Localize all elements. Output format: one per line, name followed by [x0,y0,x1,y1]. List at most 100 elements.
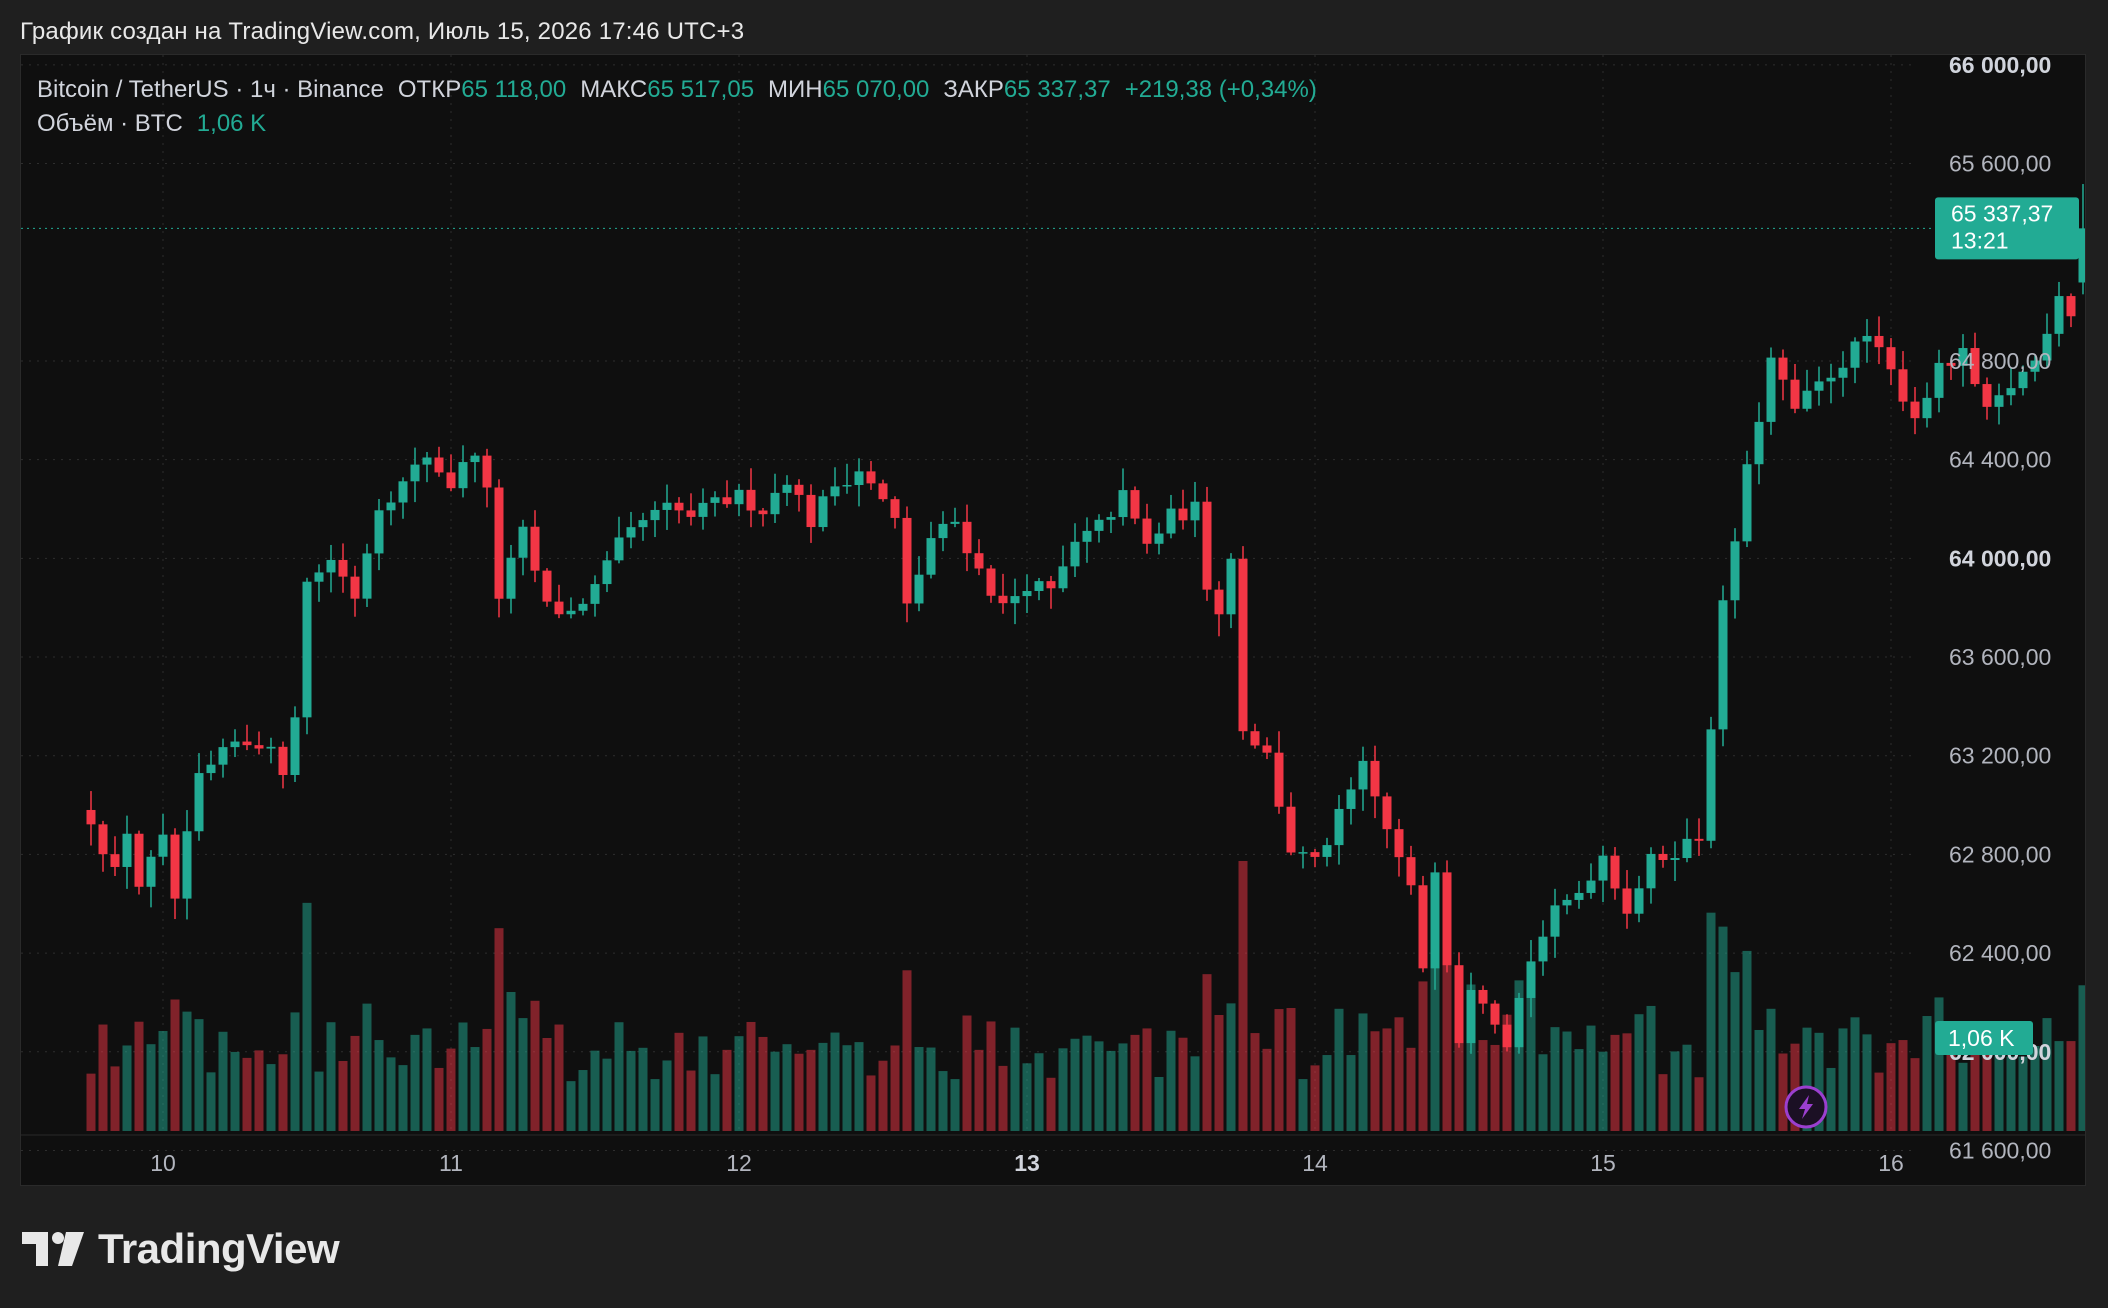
candle[interactable] [1850,337,1860,384]
candle[interactable] [830,467,840,506]
candle[interactable] [2030,355,2040,382]
candle[interactable] [854,458,864,507]
candle[interactable] [1022,574,1032,613]
candle[interactable] [1862,319,1872,363]
candle[interactable] [470,452,480,483]
candle[interactable] [542,568,552,607]
candle[interactable] [1154,522,1164,555]
candle[interactable] [314,564,324,602]
candle[interactable] [962,504,972,572]
candle[interactable] [1622,870,1632,929]
candle[interactable] [1010,578,1020,625]
volume-label[interactable]: Объём · BTC [37,110,183,137]
candle[interactable] [338,543,348,593]
candle[interactable] [146,850,156,908]
candle[interactable] [1742,450,1752,548]
candle[interactable] [1610,847,1620,900]
candle[interactable] [1814,366,1824,406]
candle[interactable] [1430,862,1440,990]
candle[interactable] [1142,503,1152,554]
tradingview-logo-icon[interactable] [22,1232,84,1266]
candle[interactable] [1874,316,1884,365]
candle[interactable] [2054,281,2064,347]
candle[interactable] [1598,845,1608,903]
candle[interactable] [1538,920,1548,976]
candlestick-chart[interactable]: 66 000,00 65 600,00 64 800,00 64 400,00 64 0… [21,55,2085,1185]
candle[interactable] [1094,514,1104,543]
candle[interactable] [1322,837,1332,867]
candle[interactable] [986,565,996,603]
candle[interactable] [746,468,756,528]
candle[interactable] [1886,338,1896,386]
candle[interactable] [1070,523,1080,578]
candle[interactable] [1034,577,1044,601]
candle[interactable] [1910,387,1920,435]
candle[interactable] [326,544,336,593]
candle[interactable] [1238,546,1248,740]
candle[interactable] [1574,880,1584,909]
candle[interactable] [1466,972,1476,1054]
candle[interactable] [2066,293,2076,328]
candle[interactable] [566,597,576,619]
candle[interactable] [1682,818,1692,863]
candle[interactable] [1274,731,1284,814]
candle[interactable] [530,510,540,583]
candle[interactable] [302,577,312,735]
candle[interactable] [458,445,468,498]
candle[interactable] [1670,841,1680,881]
candle[interactable] [950,507,960,528]
candle[interactable] [170,828,180,920]
candle[interactable] [878,479,888,502]
candle[interactable] [1802,369,1812,412]
candle[interactable] [662,484,672,530]
candle[interactable] [278,741,288,789]
candle[interactable] [1226,553,1236,629]
candle[interactable] [1502,1014,1512,1052]
candle[interactable] [482,448,492,508]
candle[interactable] [1658,845,1668,868]
candle[interactable] [1982,377,1992,420]
candle[interactable] [1826,363,1836,404]
candle[interactable] [1310,848,1320,868]
candle[interactable] [194,753,204,841]
candle[interactable] [446,454,456,492]
candle[interactable] [1586,863,1596,899]
candle[interactable] [1454,952,1464,1048]
lightning-icon[interactable] [1784,1085,1828,1129]
candle[interactable] [914,556,924,612]
candle[interactable] [266,737,276,764]
candle[interactable] [614,516,624,564]
candle[interactable] [218,738,228,778]
candle[interactable] [98,820,108,872]
candle[interactable] [2006,367,2016,406]
candle[interactable] [1958,334,1968,387]
candle[interactable] [998,573,1008,614]
candle[interactable] [122,815,132,889]
candle[interactable] [842,463,852,494]
chart-frame[interactable]: 66 000,00 65 600,00 64 800,00 64 400,00 64 0… [20,54,2086,1186]
candle[interactable] [1778,349,1788,401]
candle[interactable] [554,584,564,619]
candle[interactable] [182,810,192,920]
candle[interactable] [1946,360,1956,380]
candle[interactable] [494,479,504,618]
candle[interactable] [158,813,168,866]
candle[interactable] [1718,585,1728,747]
candle[interactable] [710,491,720,517]
candle[interactable] [1694,818,1704,856]
candle[interactable] [638,512,648,541]
tradingview-logo-text[interactable]: TradingView [98,1225,340,1272]
candle[interactable] [1370,745,1380,819]
candle[interactable] [1130,486,1140,525]
candle[interactable] [1394,818,1404,877]
candle[interactable] [1214,581,1224,637]
candle[interactable] [758,507,768,527]
candle[interactable] [1346,777,1356,825]
candle[interactable] [2078,184,2086,295]
candle[interactable] [1190,481,1200,538]
candle[interactable] [1286,792,1296,856]
candle[interactable] [1046,575,1056,609]
candle[interactable] [398,477,408,519]
candle[interactable] [1334,795,1344,865]
candle[interactable] [578,598,588,616]
